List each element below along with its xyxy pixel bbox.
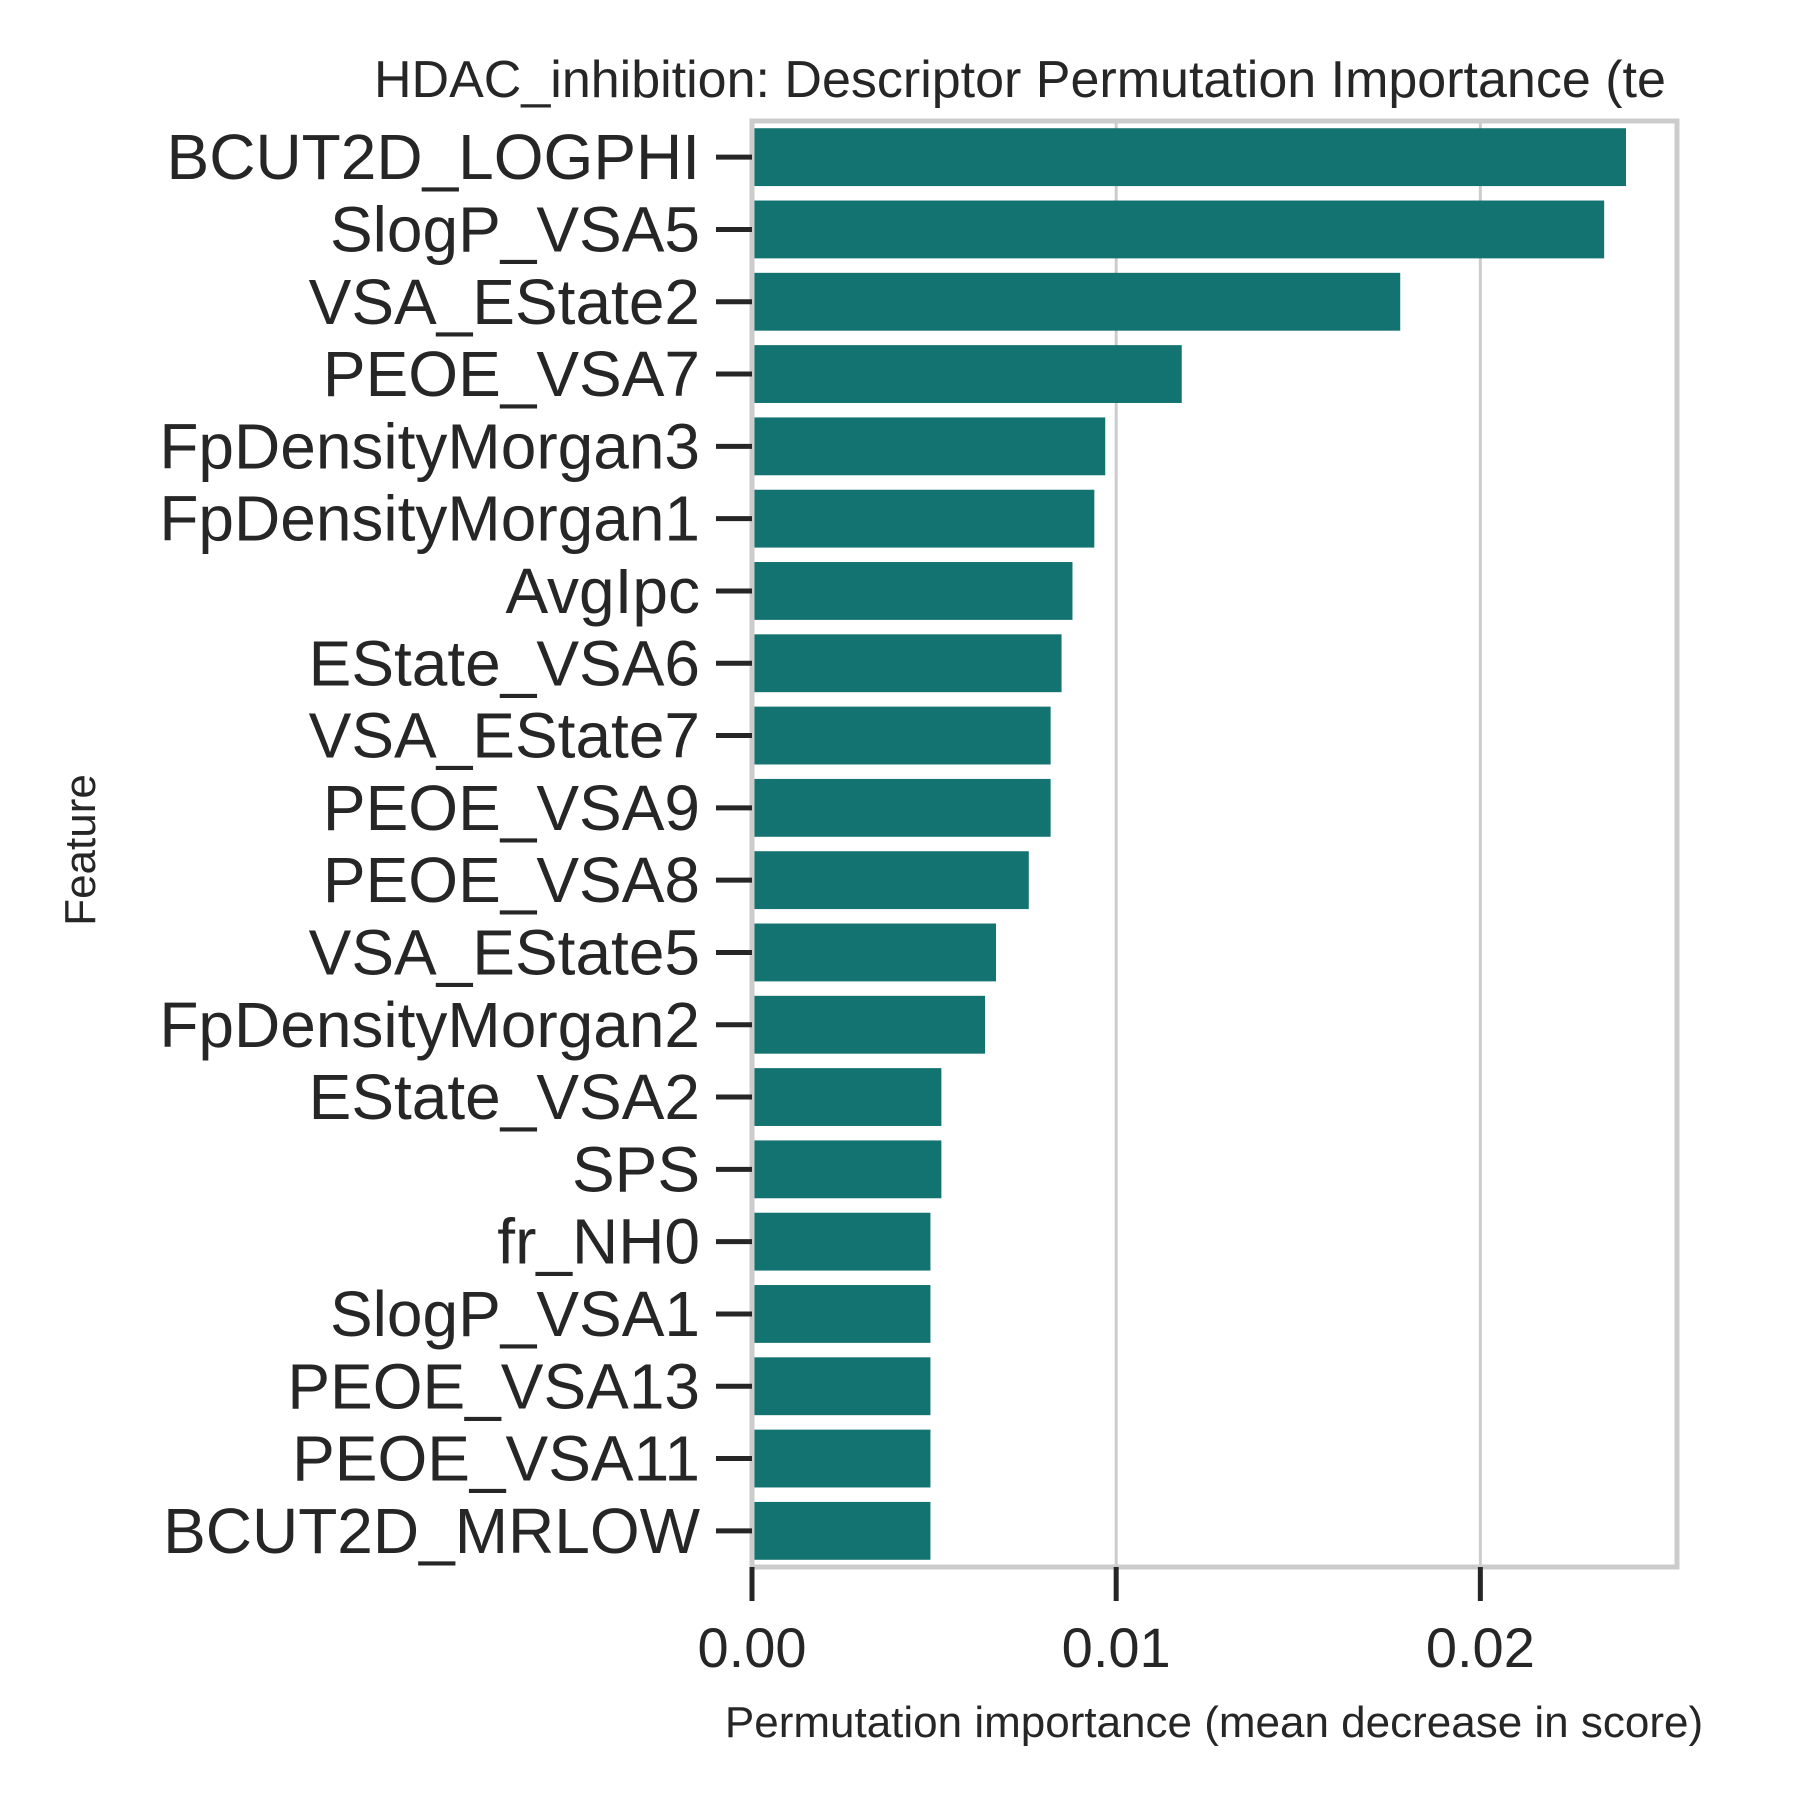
y-axis: BCUT2D_LOGPHISlogP_VSA5VSA_EState2PEOE_V… xyxy=(159,121,752,1567)
y-tick-label: fr_NH0 xyxy=(497,1206,700,1278)
y-tick-label: VSA_EState5 xyxy=(309,916,700,988)
bar xyxy=(752,417,1106,476)
y-tick-label: EState_VSA2 xyxy=(309,1061,700,1133)
bar xyxy=(752,634,1062,693)
bar xyxy=(752,272,1401,331)
y-tick-label: FpDensityMorgan2 xyxy=(159,989,700,1061)
bar xyxy=(752,562,1073,620)
bar xyxy=(752,995,986,1054)
y-tick-label: SlogP_VSA5 xyxy=(330,193,700,265)
bar xyxy=(752,128,1627,187)
x-axis-label: Permutation importance (mean decrease in… xyxy=(725,1698,1703,1747)
x-tick-label: 0.02 xyxy=(1426,1616,1535,1679)
plot-frame xyxy=(749,118,1680,1570)
grid-lines xyxy=(750,121,1482,1567)
y-tick-label: PEOE_VSA7 xyxy=(323,338,700,410)
bar xyxy=(752,923,996,982)
chart-title: HDAC_inhibition: Descriptor Permutation … xyxy=(374,51,1666,109)
y-tick-label: FpDensityMorgan1 xyxy=(159,483,700,555)
bar xyxy=(752,778,1051,837)
y-tick-label: PEOE_VSA8 xyxy=(323,844,700,916)
bar xyxy=(752,851,1029,910)
y-tick-label: BCUT2D_MRLOW xyxy=(163,1495,701,1567)
y-tick-label: PEOE_VSA9 xyxy=(323,772,700,844)
y-tick-label: VSA_EState2 xyxy=(309,266,700,338)
bar xyxy=(752,200,1605,259)
bar xyxy=(752,345,1182,403)
bar xyxy=(752,706,1051,765)
x-tick-label: 0.01 xyxy=(1062,1616,1171,1679)
y-axis-label: Feature xyxy=(56,774,105,926)
y-tick-label: SPS xyxy=(572,1133,700,1205)
y-tick-label: AvgIpc xyxy=(506,555,701,627)
y-tick-label: EState_VSA6 xyxy=(309,627,700,699)
bar xyxy=(752,1357,931,1416)
bar xyxy=(752,1140,942,1199)
bars xyxy=(752,128,1627,1560)
bar xyxy=(752,1068,942,1126)
y-tick-label: BCUT2D_LOGPHI xyxy=(167,121,700,193)
y-tick-label: PEOE_VSA13 xyxy=(287,1350,700,1422)
bar xyxy=(752,1429,931,1488)
x-axis: 0.00 0.01 0.02 xyxy=(698,1567,1535,1679)
bar xyxy=(752,1285,931,1343)
bar xyxy=(752,489,1095,548)
y-tick-label: SlogP_VSA1 xyxy=(330,1278,700,1350)
y-tick-label: VSA_EState7 xyxy=(309,700,700,772)
y-tick-label: FpDensityMorgan3 xyxy=(159,410,700,482)
bar xyxy=(752,1212,931,1271)
y-tick-label: PEOE_VSA11 xyxy=(292,1423,700,1495)
x-tick-label: 0.00 xyxy=(698,1616,807,1679)
bar xyxy=(752,1501,931,1560)
